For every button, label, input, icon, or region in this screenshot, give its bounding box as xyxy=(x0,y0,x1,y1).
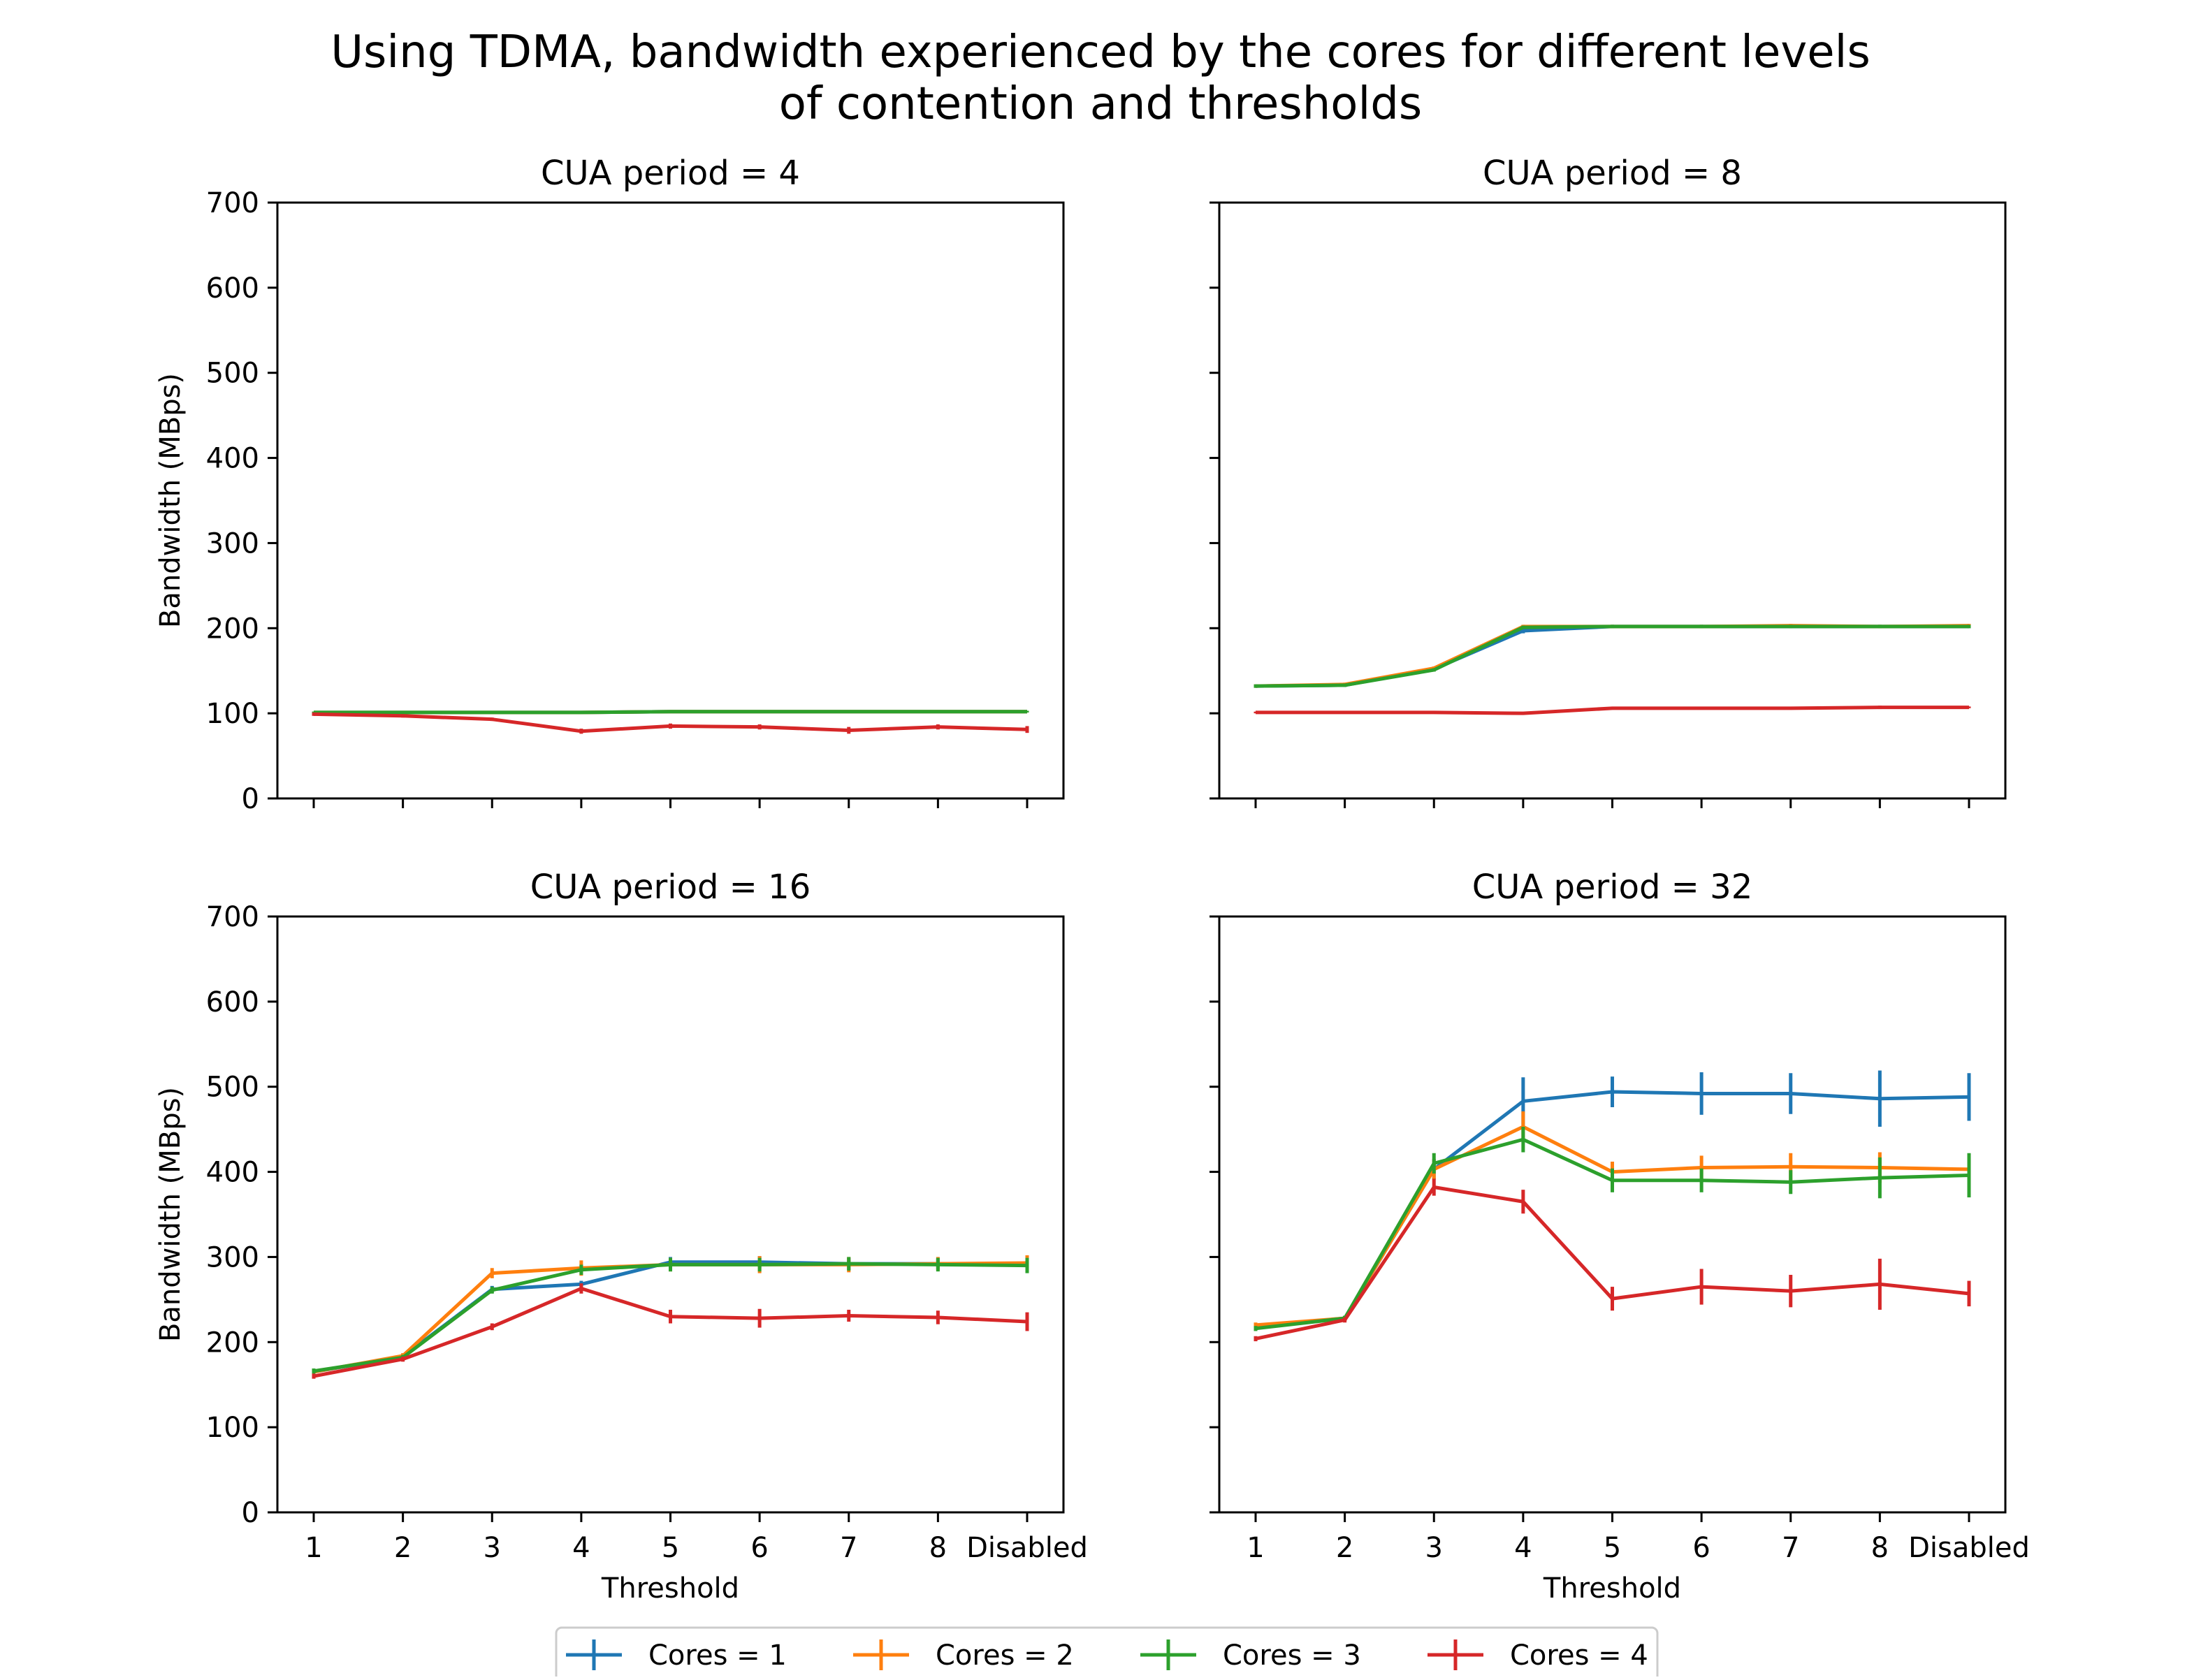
axes-frame xyxy=(277,916,1063,1512)
x-tick-label: 2 xyxy=(394,1532,412,1564)
y-tick-label: 500 xyxy=(206,358,259,390)
legend-label: Cores = 1 xyxy=(648,1639,787,1672)
x-tick-label: 2 xyxy=(1336,1532,1353,1564)
series-cores-1 xyxy=(1256,624,1969,687)
x-tick-label: 6 xyxy=(1692,1532,1710,1564)
series-line xyxy=(1256,1188,1969,1339)
series-line xyxy=(1256,627,1969,686)
y-tick-label: 300 xyxy=(206,1241,259,1273)
subplot-1: CUA period = 4 0 100 200 300 400 500 600 700 Band… xyxy=(154,154,1063,815)
subplot-title: CUA period = 8 xyxy=(1483,154,1742,193)
legend: Cores = 1 Cores = 2 Cores = 3 Cores = 4 xyxy=(556,1628,1657,1677)
legend-label: Cores = 2 xyxy=(936,1639,1074,1672)
y-tick-label: 300 xyxy=(206,527,259,560)
y-tick-label: 600 xyxy=(206,272,259,305)
x-axis-label: Threshold xyxy=(1543,1572,1681,1605)
series-cores-2 xyxy=(1256,624,1969,687)
y-tick-label: 700 xyxy=(206,187,259,219)
subplot-title: CUA period = 16 xyxy=(530,868,811,907)
subplot-4: CUA period = 32 1 2 3 4 5 6 7 8 Disabled Threshold xyxy=(1210,868,2030,1605)
y-tick-label: 200 xyxy=(206,613,259,645)
series-cores-4 xyxy=(1256,706,1969,714)
x-tick-label: 8 xyxy=(1871,1532,1889,1564)
y-axis-label: Bandwidth (MBps) xyxy=(154,1087,187,1342)
legend-label: Cores = 4 xyxy=(1510,1639,1648,1672)
y-tick-label: 0 xyxy=(242,783,259,815)
series-line xyxy=(1256,626,1969,687)
figure-title-line-2: of contention and thresholds xyxy=(779,78,1422,130)
y-tick-label: 700 xyxy=(206,901,259,933)
x-tick-label: 5 xyxy=(662,1532,679,1564)
x-tick-label: Disabled xyxy=(966,1532,1088,1564)
series-cores-4 xyxy=(314,713,1027,733)
x-tick-label: 4 xyxy=(572,1532,590,1564)
y-tick-label: 400 xyxy=(206,443,259,475)
series-line xyxy=(314,1289,1027,1377)
y-tick-label: 500 xyxy=(206,1072,259,1104)
x-tick-label: 7 xyxy=(1782,1532,1799,1564)
x-tick-label: 7 xyxy=(840,1532,857,1564)
series-line xyxy=(1256,627,1969,686)
subplot-2: CUA period = 8 xyxy=(1210,154,2005,808)
x-axis-label: Threshold xyxy=(601,1572,739,1605)
y-tick-label: 400 xyxy=(206,1157,259,1189)
subplot-title: CUA period = 32 xyxy=(1472,868,1752,907)
subplot-grid: CUA period = 4 0 100 200 300 400 500 600 700 Band… xyxy=(154,154,2030,1605)
x-tick-label: 1 xyxy=(305,1532,322,1564)
x-tick-label: 4 xyxy=(1514,1532,1532,1564)
x-tick-label: 5 xyxy=(1604,1532,1621,1564)
series-cores-3 xyxy=(314,710,1027,713)
y-tick-label: 200 xyxy=(206,1327,259,1359)
axes-frame xyxy=(277,203,1063,798)
y-tick-label: 100 xyxy=(206,698,259,730)
x-tick-label: 3 xyxy=(484,1532,501,1564)
legend-label: Cores = 3 xyxy=(1223,1639,1361,1672)
series-cores-4 xyxy=(314,1283,1027,1378)
y-tick-label: 600 xyxy=(206,986,259,1018)
series-cores-4 xyxy=(1256,1178,1969,1341)
x-tick-label: 8 xyxy=(929,1532,947,1564)
subplot-title: CUA period = 4 xyxy=(541,154,800,193)
y-tick-label: 0 xyxy=(242,1497,259,1529)
y-tick-label: 100 xyxy=(206,1412,259,1444)
x-tick-label: Disabled xyxy=(1908,1532,2030,1564)
axes-frame xyxy=(1219,916,2005,1512)
subplot-3: CUA period = 16 0 100 200 300 400 500 600 700 1 2 3… xyxy=(154,868,1088,1605)
series-cores-3 xyxy=(1256,624,1969,687)
x-tick-label: 3 xyxy=(1425,1532,1443,1564)
x-tick-label: 6 xyxy=(750,1532,768,1564)
x-tick-label: 1 xyxy=(1247,1532,1264,1564)
figure-title-line-1: Using TDMA, bandwidth experienced by the… xyxy=(330,27,1871,78)
y-axis-label: Bandwidth (MBps) xyxy=(154,373,187,628)
